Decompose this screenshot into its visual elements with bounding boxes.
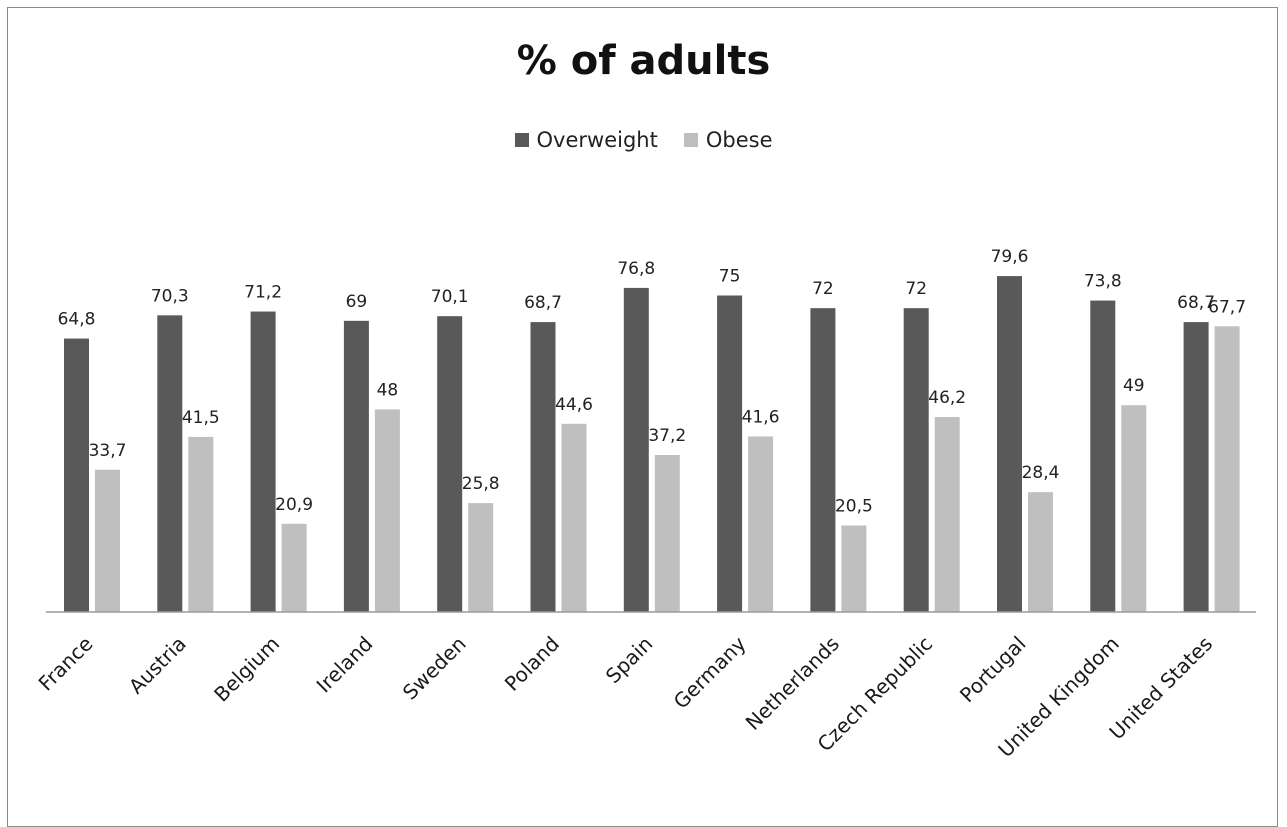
data-label-overweight-12: 68,7 xyxy=(1177,293,1215,313)
bar-obese-10 xyxy=(1028,492,1053,612)
bar-overweight-3 xyxy=(343,320,369,612)
data-label-obese-12: 67,7 xyxy=(1208,297,1246,317)
data-label-overweight-4: 70,1 xyxy=(431,287,469,307)
legend-item-overweight: Overweight xyxy=(514,128,658,152)
bar-overweight-7 xyxy=(717,295,743,612)
bar-obese-3 xyxy=(374,409,400,612)
bar-obese-12 xyxy=(1214,326,1240,612)
legend-swatch-overweight xyxy=(514,133,529,147)
bar-overweight-8 xyxy=(810,308,836,612)
bar-obese-5 xyxy=(561,423,587,612)
bar-obese-0 xyxy=(95,469,120,612)
bar-obese-2 xyxy=(281,523,307,612)
bar-overweight-1 xyxy=(157,315,183,612)
x-tick-label-2: Belgium xyxy=(209,632,284,707)
data-label-overweight-1: 70,3 xyxy=(151,286,189,306)
legend-item-obese: Obese xyxy=(683,128,773,152)
data-label-obese-11: 49 xyxy=(1123,376,1145,396)
data-label-obese-6: 37,2 xyxy=(648,426,686,446)
bar-overweight-4 xyxy=(437,316,463,612)
data-label-obese-4: 25,8 xyxy=(462,474,500,494)
bar-overweight-9 xyxy=(903,308,929,612)
data-label-obese-9: 46,2 xyxy=(928,388,966,408)
x-tick-label-10: Portugal xyxy=(955,632,1031,708)
chart-legend: Overweight Obese xyxy=(0,128,1287,152)
legend-swatch-obese xyxy=(683,133,698,147)
bar-overweight-6 xyxy=(623,287,649,612)
data-label-overweight-10: 79,6 xyxy=(991,247,1029,267)
bar-obese-7 xyxy=(748,436,774,612)
x-tick-label-1: Austria xyxy=(124,632,191,699)
x-tick-label-3: Ireland xyxy=(312,632,378,698)
data-label-overweight-5: 68,7 xyxy=(524,293,562,313)
bar-obese-11 xyxy=(1121,405,1147,612)
bar-overweight-5 xyxy=(530,322,556,612)
data-label-overweight-7: 75 xyxy=(719,267,741,287)
data-label-obese-7: 41,6 xyxy=(742,407,780,427)
chart-title: % of adults xyxy=(516,38,771,84)
data-label-overweight-9: 72 xyxy=(905,279,927,299)
data-label-overweight-11: 73,8 xyxy=(1084,272,1122,292)
data-label-overweight-0: 64,8 xyxy=(58,310,96,330)
data-label-overweight-8: 72 xyxy=(812,279,834,299)
data-label-obese-5: 44,6 xyxy=(555,395,593,415)
bar-overweight-11 xyxy=(1090,300,1116,612)
data-label-obese-10: 28,4 xyxy=(1022,463,1060,483)
x-tick-label-6: Spain xyxy=(601,632,657,688)
x-tick-label-0: France xyxy=(34,632,98,696)
x-tick-label-8: Netherlands xyxy=(741,632,844,735)
bar-overweight-10 xyxy=(997,276,1022,612)
x-tick-label-5: Poland xyxy=(500,632,564,696)
bar-overweight-0 xyxy=(64,338,89,612)
data-label-obese-3: 48 xyxy=(377,380,399,400)
bar-overweight-2 xyxy=(250,311,276,612)
legend-label-overweight: Overweight xyxy=(536,128,658,152)
x-tick-label-4: Sweden xyxy=(398,632,471,705)
bar-obese-1 xyxy=(188,436,214,612)
data-label-overweight-6: 76,8 xyxy=(617,259,655,279)
data-label-overweight-3: 69 xyxy=(346,292,368,312)
data-label-obese-8: 20,5 xyxy=(835,496,873,516)
data-label-obese-0: 33,7 xyxy=(89,441,127,461)
legend-label-obese: Obese xyxy=(705,128,773,152)
bar-obese-9 xyxy=(934,417,960,612)
bar-overweight-12 xyxy=(1183,322,1209,612)
x-tick-label-7: Germany xyxy=(669,631,751,713)
data-label-overweight-2: 71,2 xyxy=(244,283,282,303)
data-label-obese-1: 41,5 xyxy=(182,408,220,428)
bar-obese-6 xyxy=(654,455,680,612)
data-label-obese-2: 20,9 xyxy=(275,495,313,515)
bar-obese-8 xyxy=(841,525,867,612)
bar-obese-4 xyxy=(468,503,494,612)
